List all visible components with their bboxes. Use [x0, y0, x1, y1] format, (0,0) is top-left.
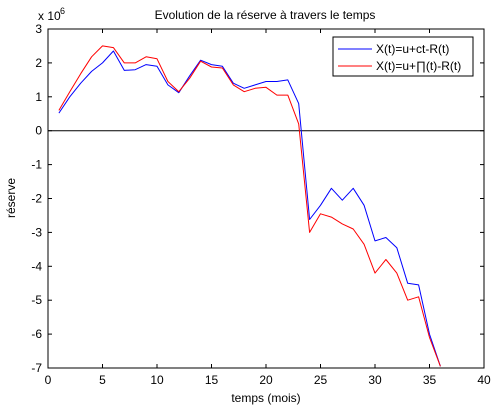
legend: X(t)=u+ct-R(t) X(t)=u+∏(t)-R(t) — [332, 36, 474, 77]
x-axis: 0 5 10 15 20 25 30 35 40 — [45, 29, 491, 387]
plot-area — [48, 29, 484, 368]
y-tick-label: -2 — [31, 192, 42, 206]
x-tick-label: 25 — [314, 373, 328, 387]
x-tick-label: 15 — [205, 373, 219, 387]
y-tick-label: -3 — [31, 225, 42, 239]
series-line-red — [58, 45, 441, 367]
y-tick-label: -7 — [31, 361, 42, 375]
x-tick-label: 10 — [150, 373, 164, 387]
x-tick-label: 30 — [368, 373, 382, 387]
y-scale-exponent: 6 — [60, 6, 65, 16]
y-tick-label: -4 — [31, 259, 42, 273]
x-axis-title: temps (mois) — [231, 391, 300, 405]
y-tick-label: -1 — [31, 158, 42, 172]
series-layer — [58, 45, 441, 367]
y-tick-label: 0 — [35, 124, 42, 138]
y-axis: -7 -6 -5 -4 -3 -2 -1 0 1 2 3 — [31, 22, 484, 375]
x-tick-label: 0 — [45, 373, 52, 387]
y-tick-label: -6 — [31, 327, 42, 341]
y-tick-label: 3 — [35, 22, 42, 36]
legend-label-red: X(t)=u+∏(t)-R(t) — [376, 59, 461, 73]
x-tick-label: 20 — [259, 373, 273, 387]
series-line-blue — [58, 50, 441, 367]
y-tick-label: 1 — [35, 90, 42, 104]
legend-box — [332, 36, 474, 77]
legend-label-blue: X(t)=u+ct-R(t) — [376, 42, 449, 56]
chart-title: Evolution de la réserve à travers le tem… — [155, 8, 376, 22]
y-axis-title: réserve — [4, 178, 18, 218]
y-tick-label: -5 — [31, 293, 42, 307]
y-tick-label: 2 — [35, 56, 42, 70]
x-tick-label: 5 — [99, 373, 106, 387]
x-tick-label: 40 — [477, 373, 491, 387]
x-tick-label: 35 — [423, 373, 437, 387]
y-scale-note: x 10 — [38, 9, 61, 23]
